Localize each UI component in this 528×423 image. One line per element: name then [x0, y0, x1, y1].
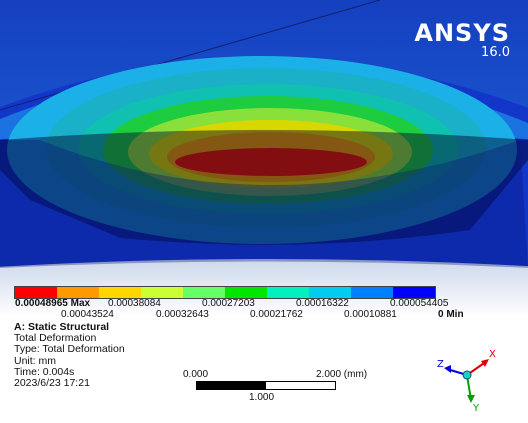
scale-right-label: 2.000 (mm)	[316, 369, 368, 380]
legend-band-5	[183, 287, 225, 298]
legend-label-bottom-3: 0.00021762	[250, 309, 303, 320]
result-unit: Unit: mm	[14, 354, 56, 367]
ansys-logo: ANSYS 16.0	[414, 20, 510, 60]
deformation-contour	[0, 0, 528, 268]
legend-label-top-5: 0.000054405	[390, 298, 449, 309]
y-axis-arrow	[467, 395, 475, 403]
scale-bar-white	[266, 382, 335, 389]
legend-min-label: 0 Min	[438, 309, 464, 320]
legend-band-10	[393, 287, 435, 298]
legend-label-bottom-4: 0.00010881	[344, 309, 397, 320]
legend-band-6	[225, 287, 267, 298]
scale-left-label: 0.000	[183, 369, 209, 380]
legend-band-3	[99, 287, 141, 298]
legend-label-bottom-2: 0.00032643	[156, 309, 209, 320]
triad-origin	[462, 370, 472, 380]
axis-triad[interactable]: X Y Z	[425, 345, 505, 415]
legend-band-2	[57, 287, 99, 298]
legend-band-4	[141, 287, 183, 298]
analysis-title: A: Static Structural	[14, 321, 110, 333]
scale-mid-label: 1.000	[249, 392, 275, 403]
brand-version: 16.0	[481, 45, 510, 60]
y-axis-label: Y	[472, 403, 480, 414]
legend-label-top-4: 0.00016322	[296, 298, 349, 309]
result-type: Type: Total Deformation	[14, 343, 125, 356]
legend-band-1	[15, 287, 57, 298]
legend-band-8	[309, 287, 351, 298]
legend-max-label: 0.00048965 Max	[15, 298, 91, 309]
color-legend	[14, 286, 436, 299]
scale-bar	[196, 381, 336, 390]
brand-name: ANSYS	[414, 19, 510, 47]
result-info: A: Static Structural Total Deformation T…	[14, 321, 125, 390]
z-axis-label: Z	[437, 359, 444, 370]
legend-label-top-3: 0.00027203	[202, 298, 255, 309]
result-date: 2023/6/23 17:21	[14, 377, 90, 390]
legend-label-top-2: 0.00038084	[108, 298, 161, 309]
legend-label-bottom-1: 0.00043524	[61, 309, 114, 320]
result-time: Time: 0.004s	[14, 365, 75, 378]
z-axis-arrow	[444, 365, 451, 373]
legend-band-7	[267, 287, 309, 298]
legend-band-9	[351, 287, 393, 298]
x-axis-label: X	[489, 349, 496, 360]
scale-bar-black	[197, 382, 266, 389]
result-name: Total Deformation	[14, 332, 97, 345]
x-axis-arrow	[481, 359, 489, 367]
